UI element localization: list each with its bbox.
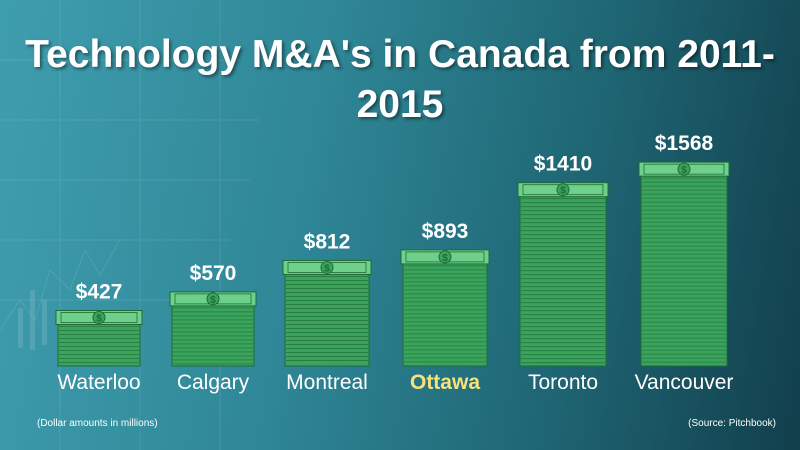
svg-text:$: $ (560, 186, 566, 197)
source-note: (Source: Pitchbook) (688, 418, 776, 429)
svg-text:$: $ (442, 253, 448, 264)
category-label-montreal: Montreal (286, 371, 368, 394)
bar-waterloo: $ (55, 309, 143, 367)
category-label-waterloo: Waterloo (57, 371, 140, 394)
bar-ottawa: $ (400, 249, 490, 367)
category-label-toronto: Toronto (528, 371, 598, 394)
svg-text:$: $ (96, 313, 102, 324)
value-label-toronto: $1410 (534, 153, 592, 176)
bar-calgary: $ (169, 291, 257, 367)
category-label-ottawa: Ottawa (410, 371, 480, 394)
value-label-ottawa: $893 (422, 220, 469, 243)
bar-toronto: $ (517, 182, 609, 367)
svg-text:$: $ (210, 295, 216, 306)
value-label-calgary: $570 (190, 262, 237, 285)
chart-title: Technology M&A's in Canada from 2011-201… (25, 33, 775, 126)
svg-text:$: $ (324, 263, 330, 274)
value-label-vancouver: $1568 (655, 132, 714, 155)
value-label-montreal: $812 (304, 230, 351, 253)
category-label-calgary: Calgary (177, 371, 250, 394)
category-label-vancouver: Vancouver (635, 371, 734, 394)
bar-vancouver: $ (638, 161, 730, 367)
units-note: (Dollar amounts in millions) (37, 418, 158, 429)
svg-text:$: $ (681, 165, 687, 176)
bar-montreal: $ (282, 259, 372, 367)
value-label-waterloo: $427 (76, 280, 123, 303)
